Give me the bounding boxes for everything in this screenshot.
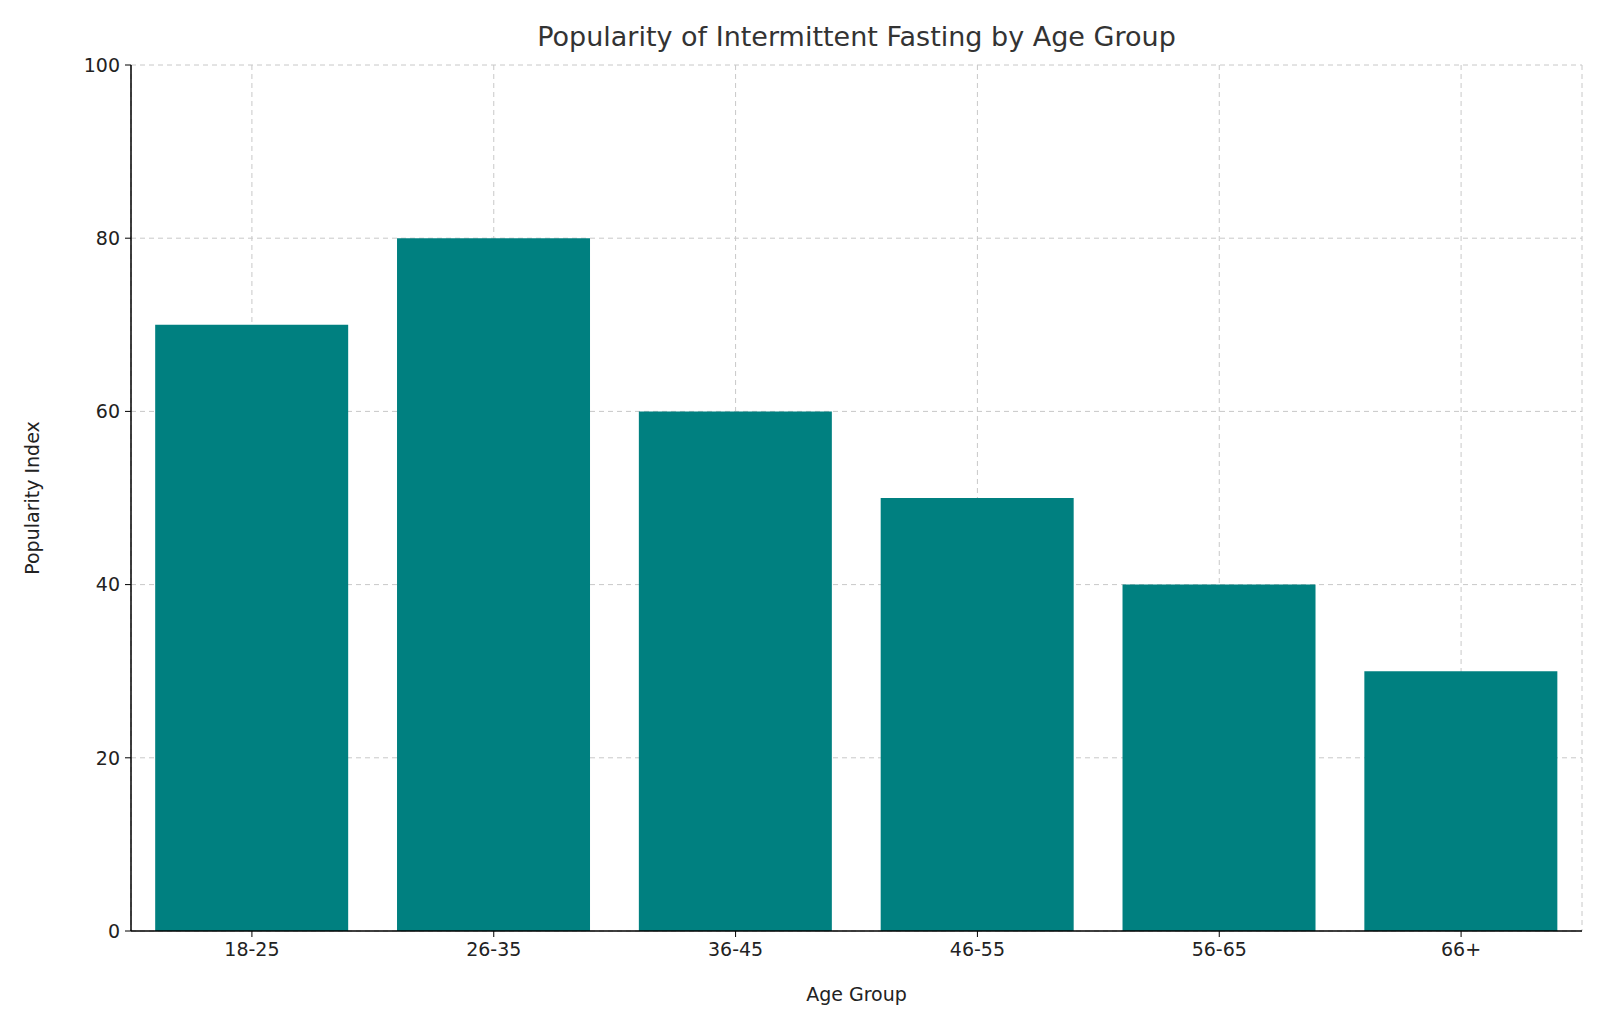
html-text:Popularity of Intermittent Fas: Popularity of Intermittent Fasting by Ag… (537, 21, 1176, 52)
svg-text:40: 40 (96, 573, 120, 595)
svg-text:80: 80 (96, 227, 120, 249)
svg-text:36-45: 36-45 (708, 938, 763, 960)
svg-text:66+: 66+ (1441, 938, 1481, 960)
svg-text:0: 0 (108, 920, 120, 942)
svg-text:46-55: 46-55 (950, 938, 1005, 960)
svg-text:56-65: 56-65 (1192, 938, 1247, 960)
svg-text:Age Group: Age Group (806, 983, 907, 1005)
svg-text:18-25: 18-25 (224, 938, 279, 960)
svg-text:26-35: 26-35 (466, 938, 521, 960)
svg-text:Popularity Index: Popularity Index (21, 421, 43, 575)
svg-text:20: 20 (96, 747, 120, 769)
svg-text:60: 60 (96, 400, 120, 422)
svg-text:100: 100 (84, 54, 120, 76)
